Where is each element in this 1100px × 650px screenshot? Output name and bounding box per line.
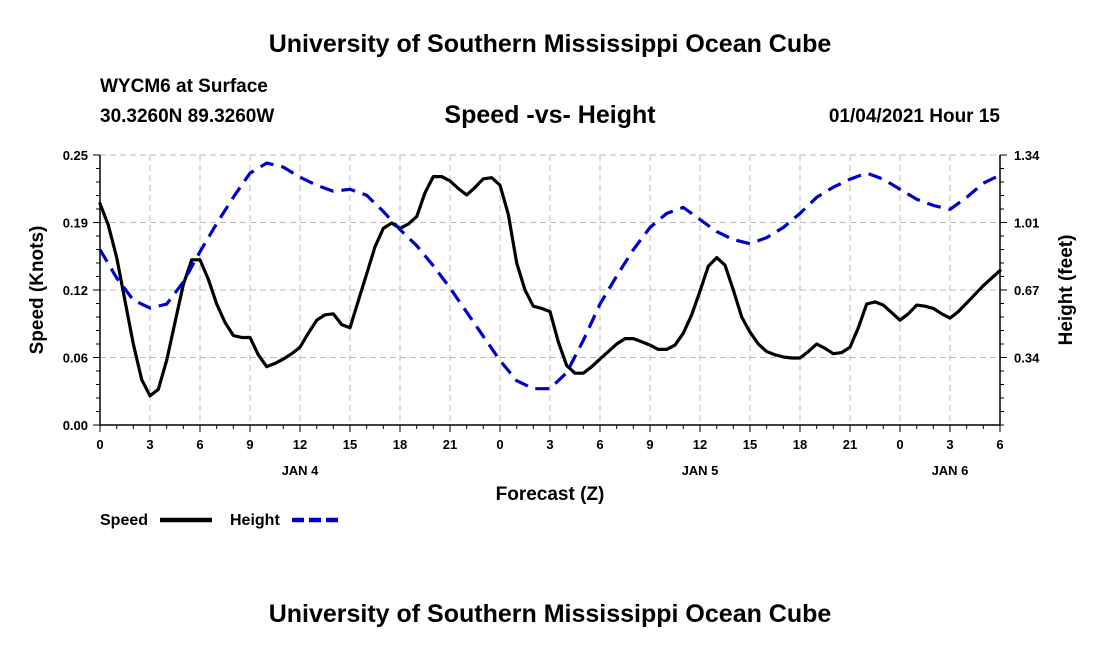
y-left-axis-title: Speed (Knots) xyxy=(27,226,48,355)
x-tick-label: 15 xyxy=(743,437,757,452)
y-right-tick-label: 0.67 xyxy=(1014,283,1039,298)
x-tick-label: 12 xyxy=(693,437,707,452)
forecast-datetime: 01/04/2021 Hour 15 xyxy=(828,106,1000,127)
x-tick-label: 15 xyxy=(343,437,357,452)
y-right-tick-label: 1.34 xyxy=(1014,148,1040,163)
coordinates-label: 30.3260N 89.3260W xyxy=(100,106,275,127)
y-left-tick-label: 0.19 xyxy=(63,216,88,231)
height-series-line xyxy=(98,161,1001,391)
day-label: JAN 6 xyxy=(932,463,969,478)
y-right-tick-label: 1.01 xyxy=(1014,216,1039,231)
x-axis-title: Forecast (Z) xyxy=(496,484,605,505)
legend-speed-label: Speed xyxy=(100,512,148,529)
y-right-axis-title: Height (feet) xyxy=(1056,235,1077,346)
x-tick-label: 0 xyxy=(96,437,103,452)
x-tick-label: 12 xyxy=(293,437,307,452)
x-tick-label: 9 xyxy=(246,437,253,452)
x-tick-label: 3 xyxy=(946,437,953,452)
chart-title-bottom: University of Southern Mississippi Ocean… xyxy=(268,600,832,628)
day-label: JAN 4 xyxy=(282,463,320,478)
chart-title-top: University of Southern Mississippi Ocean… xyxy=(268,30,832,58)
speed-series-line xyxy=(98,175,1002,398)
y-left-tick-label: 0.25 xyxy=(63,148,88,163)
chart-subtitle: Speed -vs- Height xyxy=(444,101,656,129)
y-left-tick-label: 0.00 xyxy=(63,418,88,433)
y-right-tick-label: 0.34 xyxy=(1014,351,1040,366)
x-tick-label: 6 xyxy=(996,437,1003,452)
x-tick-label: 9 xyxy=(646,437,653,452)
legend-height-label: Height xyxy=(230,512,280,529)
x-tick-label: 6 xyxy=(196,437,203,452)
x-tick-label: 21 xyxy=(443,437,457,452)
x-tick-label: 18 xyxy=(393,437,407,452)
x-tick-label: 21 xyxy=(843,437,857,452)
x-tick-label: 3 xyxy=(546,437,553,452)
day-label: JAN 5 xyxy=(682,463,719,478)
x-tick-label: 3 xyxy=(146,437,153,452)
x-tick-label: 6 xyxy=(596,437,603,452)
x-tick-label: 0 xyxy=(896,437,903,452)
y-left-tick-label: 0.12 xyxy=(63,283,88,298)
x-tick-label: 18 xyxy=(793,437,807,452)
y-left-tick-label: 0.06 xyxy=(63,351,88,366)
station-label: WYCM6 at Surface xyxy=(100,76,268,97)
x-tick-label: 0 xyxy=(496,437,503,452)
